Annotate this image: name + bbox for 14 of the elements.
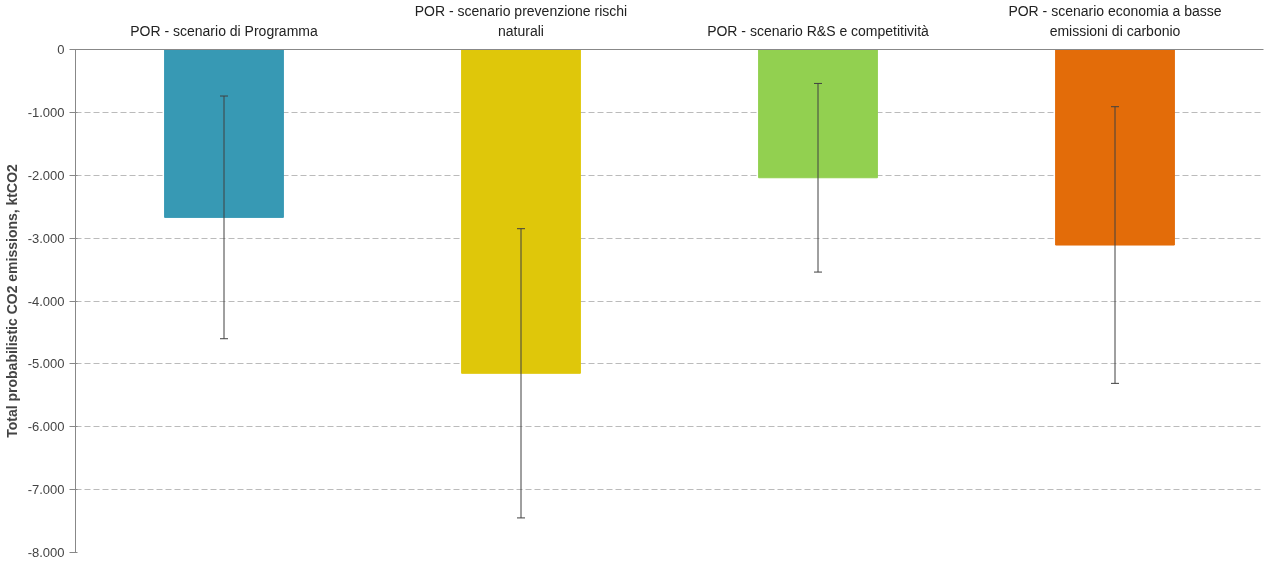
y-tick-label: -8.000 bbox=[27, 545, 65, 560]
y-tick-label: -1.000 bbox=[27, 104, 65, 120]
y-tick-label: -5.000 bbox=[27, 356, 65, 372]
x-tick-label: POR - scenario prevenzione rischi naturali bbox=[414, 3, 628, 39]
x-tick-label: POR - scenario R&S e competitività bbox=[707, 22, 930, 39]
y-tick-label: -6.000 bbox=[27, 419, 65, 435]
y-tick-label: 0 bbox=[57, 42, 65, 57]
x-tick-label: POR - scenario di Programma bbox=[130, 22, 318, 39]
y-tick-label: -4.000 bbox=[27, 293, 65, 309]
y-tick-label: -7.000 bbox=[27, 482, 65, 498]
x-tick-label: POR - scenario economia a basse emissioni di carbonio bbox=[1008, 3, 1222, 39]
y-tick-label: -3.000 bbox=[27, 230, 65, 246]
y-tick-label: -2.000 bbox=[27, 167, 65, 183]
y-axis-title: Total probabilistic CO2 emissions, ktCO2 bbox=[3, 164, 20, 438]
